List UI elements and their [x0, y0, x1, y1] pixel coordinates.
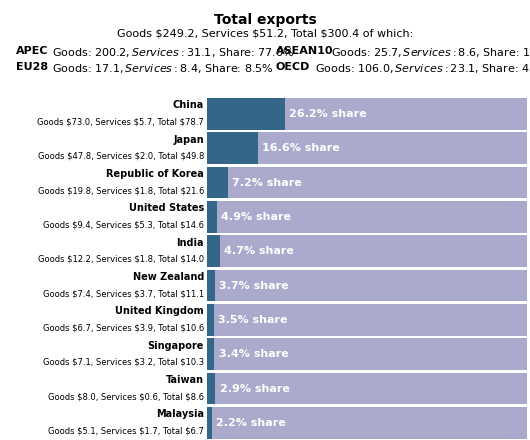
Bar — [207, 407, 527, 439]
Text: China: China — [173, 100, 204, 110]
Text: United States: United States — [129, 203, 204, 213]
Bar — [207, 338, 527, 370]
Text: 3.4% share: 3.4% share — [218, 349, 288, 359]
Text: Goods $19.8, Services $1.8, Total $21.6: Goods $19.8, Services $1.8, Total $21.6 — [38, 186, 204, 195]
Bar — [207, 270, 215, 301]
Text: Singapore: Singapore — [148, 341, 204, 351]
Bar — [207, 167, 228, 198]
Text: 16.6% share: 16.6% share — [262, 143, 340, 153]
Text: Goods $6.7, Services $3.9, Total $10.6: Goods $6.7, Services $3.9, Total $10.6 — [43, 323, 204, 332]
Text: 2.9% share: 2.9% share — [219, 384, 289, 393]
Text: Total exports: Total exports — [214, 13, 316, 27]
Bar — [207, 304, 527, 336]
Bar — [207, 373, 527, 404]
Text: 4.7% share: 4.7% share — [224, 246, 294, 256]
Text: Goods $47.8, Services $2.0, Total $49.8: Goods $47.8, Services $2.0, Total $49.8 — [38, 152, 204, 161]
Text: Goods $73.0, Services $5.7, Total $78.7: Goods $73.0, Services $5.7, Total $78.7 — [37, 117, 204, 126]
Text: Goods $7.1, Services $3.2, Total $10.3: Goods $7.1, Services $3.2, Total $10.3 — [43, 358, 204, 367]
Text: Goods: $106.0, Services: $23.1, Share: 43.0%: Goods: $106.0, Services: $23.1, Share: 4… — [315, 62, 530, 76]
Text: Goods $8.0, Services $0.6, Total $8.6: Goods $8.0, Services $0.6, Total $8.6 — [48, 392, 204, 401]
Text: OECD: OECD — [276, 62, 310, 73]
Bar — [207, 98, 285, 130]
Text: New Zealand: New Zealand — [132, 272, 204, 282]
Bar — [207, 98, 527, 130]
Text: 3.7% share: 3.7% share — [219, 281, 288, 290]
Text: United Kingdom: United Kingdom — [116, 306, 204, 316]
Text: Goods: $25.7, Services: $8.6, Share: 11.4%: Goods: $25.7, Services: $8.6, Share: 11.… — [331, 46, 530, 59]
Bar — [207, 201, 527, 233]
Text: 3.5% share: 3.5% share — [218, 315, 288, 325]
Text: 4.9% share: 4.9% share — [221, 212, 291, 222]
Bar — [207, 338, 214, 370]
Text: 26.2% share: 26.2% share — [289, 109, 367, 119]
Text: India: India — [176, 238, 204, 248]
Bar — [207, 167, 527, 198]
Text: Goods $5.1, Services $1.7, Total $6.7: Goods $5.1, Services $1.7, Total $6.7 — [48, 426, 204, 435]
Text: APEC: APEC — [16, 46, 48, 56]
Text: 7.2% share: 7.2% share — [232, 178, 302, 187]
Text: Goods $12.2, Services $1.8, Total $14.0: Goods $12.2, Services $1.8, Total $14.0 — [38, 255, 204, 264]
Text: Goods $7.4, Services $3.7, Total $11.1: Goods $7.4, Services $3.7, Total $11.1 — [43, 289, 204, 298]
Text: 2.2% share: 2.2% share — [216, 418, 286, 428]
Text: EU28: EU28 — [16, 62, 48, 73]
Bar — [207, 235, 220, 267]
Bar — [207, 132, 258, 164]
Bar — [207, 407, 212, 439]
Text: Republic of Korea: Republic of Korea — [107, 169, 204, 179]
Bar — [207, 373, 215, 404]
Text: Goods: $17.1, Services: $8.4, Share: 8.5%: Goods: $17.1, Services: $8.4, Share: 8.5… — [52, 62, 274, 76]
Text: Goods $249.2, Services $51.2, Total $300.4 of which:: Goods $249.2, Services $51.2, Total $300… — [117, 29, 413, 39]
Bar — [207, 132, 527, 164]
Text: Goods: $200.2, Services: $31.1, Share: 77.0%: Goods: $200.2, Services: $31.1, Share: 7… — [52, 46, 294, 59]
Bar — [207, 235, 527, 267]
Bar — [207, 304, 214, 336]
Text: Japan: Japan — [173, 135, 204, 145]
Bar — [207, 270, 527, 301]
Text: Taiwan: Taiwan — [166, 375, 204, 385]
Text: ASEAN10: ASEAN10 — [276, 46, 333, 56]
Bar — [207, 201, 217, 233]
Text: Goods $9.4, Services $5.3, Total $14.6: Goods $9.4, Services $5.3, Total $14.6 — [43, 220, 204, 229]
Text: Malaysia: Malaysia — [156, 409, 204, 419]
